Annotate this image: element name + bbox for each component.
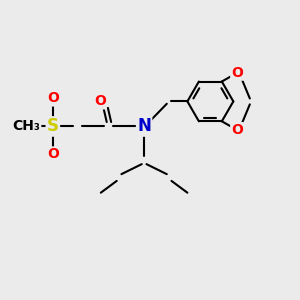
Text: O: O bbox=[231, 66, 243, 80]
Text: O: O bbox=[231, 123, 243, 137]
Text: CH₃: CH₃ bbox=[12, 119, 40, 134]
Text: O: O bbox=[47, 147, 59, 161]
Text: S: S bbox=[47, 117, 59, 135]
Text: O: O bbox=[94, 94, 106, 108]
Text: O: O bbox=[47, 92, 59, 106]
Text: N: N bbox=[137, 117, 151, 135]
